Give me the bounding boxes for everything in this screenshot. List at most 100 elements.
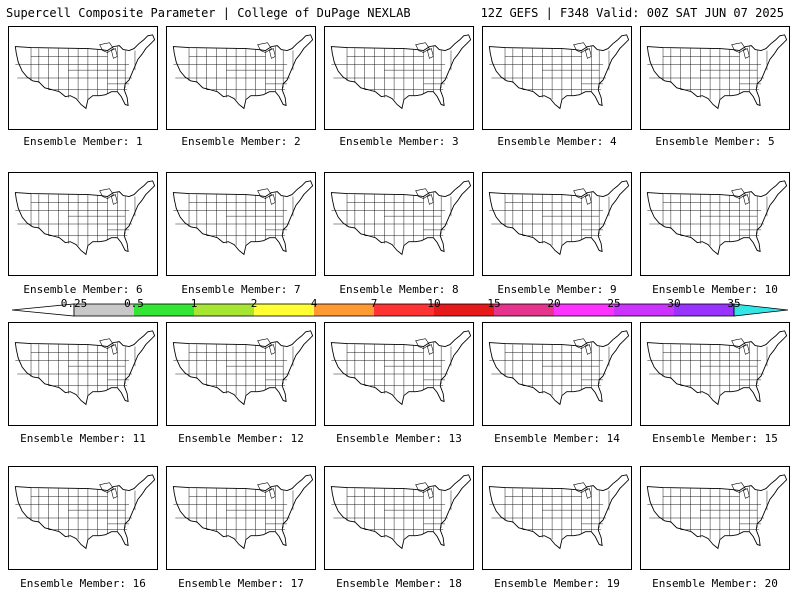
state-borders xyxy=(173,46,294,100)
state-borders xyxy=(489,46,610,100)
state-borders xyxy=(647,486,768,540)
state-borders xyxy=(489,486,610,540)
colorbar-segment xyxy=(314,304,374,316)
great-lakes-outline xyxy=(99,42,118,59)
great-lakes-outline xyxy=(731,482,750,499)
ensemble-map-panel xyxy=(166,172,316,276)
ensemble-map-panel xyxy=(640,172,790,276)
state-borders xyxy=(173,342,294,396)
ensemble-map-panel xyxy=(640,26,790,130)
state-borders xyxy=(331,192,452,246)
great-lakes-outline xyxy=(573,188,592,205)
colorbar-tick-label: 20 xyxy=(547,297,561,310)
ensemble-map-panel xyxy=(640,466,790,570)
colorbar-segment xyxy=(434,304,494,316)
colorbar-segment xyxy=(134,304,194,316)
conus-outline xyxy=(488,180,630,256)
ensemble-map-panel xyxy=(482,466,632,570)
ensemble-map-panel xyxy=(640,322,790,426)
conus-outline xyxy=(646,474,788,550)
ensemble-map-panel xyxy=(482,172,632,276)
ensemble-map-panel xyxy=(166,26,316,130)
conus-outline xyxy=(172,180,314,256)
ensemble-member-label: Ensemble Member: 10 xyxy=(652,283,778,296)
ensemble-member-label: Ensemble Member: 16 xyxy=(20,577,146,590)
ensemble-map-panel xyxy=(324,172,474,276)
ensemble-map-panel xyxy=(8,172,158,276)
ensemble-map-panel xyxy=(8,466,158,570)
colorbar-tick-label: 7 xyxy=(370,297,378,310)
conus-outline xyxy=(646,180,788,256)
state-borders xyxy=(331,342,452,396)
colorbar-tick-label: 1 xyxy=(190,297,198,310)
great-lakes-outline xyxy=(257,338,276,355)
ensemble-member-label: Ensemble Member: 8 xyxy=(339,283,459,296)
conus-outline xyxy=(330,474,472,550)
ensemble-map-panel xyxy=(166,466,316,570)
model-run-valid-time: 12Z GEFS | F348 Valid: 00Z SAT JUN 07 20… xyxy=(480,6,784,20)
ensemble-member-label: Ensemble Member: 9 xyxy=(497,283,617,296)
colorbar-tick-label: 15 xyxy=(487,297,501,310)
state-borders xyxy=(173,486,294,540)
colorbar-segment xyxy=(494,304,554,316)
colorbar-tick-label: 30 xyxy=(667,297,681,310)
ensemble-map-panel xyxy=(324,466,474,570)
colorbar-tick-label: 25 xyxy=(607,297,621,310)
conus-outline xyxy=(172,330,314,406)
colorbar-segment xyxy=(614,304,674,316)
colorbar-tick-label: 35 xyxy=(727,297,741,310)
ensemble-member-label: Ensemble Member: 18 xyxy=(336,577,462,590)
ensemble-member-label: Ensemble Member: 13 xyxy=(336,432,462,445)
map-title: Supercell Composite Parameter | College … xyxy=(6,6,411,20)
ensemble-member-label: Ensemble Member: 19 xyxy=(494,577,620,590)
conus-outline xyxy=(646,330,788,406)
conus-outline xyxy=(14,180,156,256)
ensemble-member-label: Ensemble Member: 2 xyxy=(181,135,301,148)
conus-outline xyxy=(646,34,788,110)
ensemble-member-label: Ensemble Member: 1 xyxy=(23,135,143,148)
state-borders xyxy=(15,46,136,100)
colorbar-segment xyxy=(254,304,314,316)
colorbar-segment xyxy=(674,304,734,316)
colorbar-tick-label: 2 xyxy=(250,297,258,310)
conus-outline xyxy=(172,34,314,110)
ensemble-map-panel xyxy=(166,322,316,426)
great-lakes-outline xyxy=(731,42,750,59)
ensemble-member-label: Ensemble Member: 17 xyxy=(178,577,304,590)
colorbar-tick-label: 0.5 xyxy=(124,297,144,310)
colorbar-high-end-arrow xyxy=(733,303,788,317)
conus-outline xyxy=(488,474,630,550)
great-lakes-outline xyxy=(573,338,592,355)
ensemble-member-label: Ensemble Member: 20 xyxy=(652,577,778,590)
color-scale-legend xyxy=(12,296,788,322)
ensemble-member-label: Ensemble Member: 14 xyxy=(494,432,620,445)
great-lakes-outline xyxy=(257,482,276,499)
ensemble-member-label: Ensemble Member: 12 xyxy=(178,432,304,445)
state-borders xyxy=(647,342,768,396)
colorbar-tick-label: 4 xyxy=(310,297,318,310)
great-lakes-outline xyxy=(415,42,434,59)
great-lakes-outline xyxy=(731,338,750,355)
great-lakes-outline xyxy=(415,188,434,205)
conus-outline xyxy=(488,330,630,406)
ensemble-member-label: Ensemble Member: 7 xyxy=(181,283,301,296)
state-borders xyxy=(489,342,610,396)
ensemble-member-label: Ensemble Member: 5 xyxy=(655,135,775,148)
colorbar-tick-label: 0.25 xyxy=(60,297,88,310)
state-borders xyxy=(647,192,768,246)
state-borders xyxy=(647,46,768,100)
great-lakes-outline xyxy=(257,42,276,59)
conus-outline xyxy=(330,330,472,406)
conus-outline xyxy=(172,474,314,550)
colorbar-segment xyxy=(74,304,134,316)
state-borders xyxy=(15,486,136,540)
conus-outline xyxy=(14,474,156,550)
conus-outline xyxy=(14,330,156,406)
conus-outline xyxy=(330,180,472,256)
conus-outline xyxy=(330,34,472,110)
great-lakes-outline xyxy=(731,188,750,205)
great-lakes-outline xyxy=(257,188,276,205)
ensemble-map-panel xyxy=(324,26,474,130)
ensemble-map-panel xyxy=(8,26,158,130)
colorbar-segment xyxy=(374,304,434,316)
